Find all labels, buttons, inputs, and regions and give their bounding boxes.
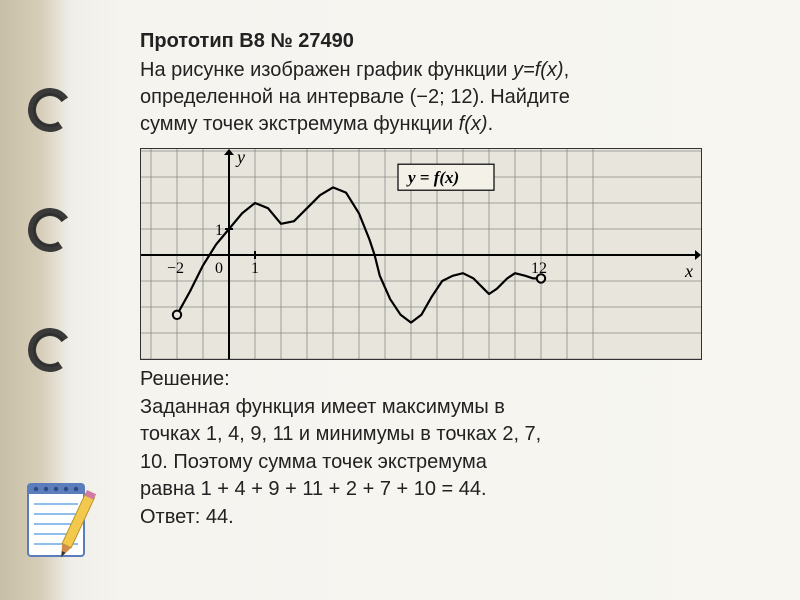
svg-text:−2: −2 bbox=[167, 260, 184, 277]
svg-text:y: y bbox=[235, 149, 245, 167]
p-line1a: На рисунке изображен график функции bbox=[140, 59, 513, 81]
problem-text: На рисунке изображен график функции y=f(… bbox=[140, 57, 760, 138]
binder-ring bbox=[25, 325, 76, 376]
title-number: 27490 bbox=[298, 30, 354, 52]
graph-container: yx01112−2y = f(x) bbox=[140, 148, 702, 360]
notepad-illustration bbox=[18, 472, 98, 572]
sol-heading: Решение: bbox=[140, 368, 230, 390]
content-block: Прототип B8 № 27490 На рисунке изображен… bbox=[140, 28, 760, 532]
svg-text:1: 1 bbox=[251, 260, 259, 277]
p-line2: определенной на интервале (−2; 12). Найд… bbox=[140, 86, 570, 108]
binder-ring bbox=[25, 205, 76, 256]
svg-text:y = f(x): y = f(x) bbox=[406, 168, 459, 187]
p-line1b: y=f(x) bbox=[513, 59, 564, 81]
p-line3c: . bbox=[488, 113, 494, 135]
p-line1c: , bbox=[564, 59, 570, 81]
sol-answer: Ответ: 44. bbox=[140, 506, 234, 528]
problem-title: Прототип B8 № 27490 bbox=[140, 28, 760, 55]
sol-line3: 10. Поэтому сумма точек экстремума bbox=[140, 451, 487, 473]
svg-text:x: x bbox=[684, 261, 693, 281]
solution-block: Решение: Заданная функция имеет максимум… bbox=[140, 366, 760, 532]
sol-line2: точках 1, 4, 9, 11 и минимумы в точках 2… bbox=[140, 423, 541, 445]
binder-ring bbox=[25, 85, 76, 136]
p-line3b: f(x) bbox=[459, 113, 488, 135]
sol-line4: равна 1 + 4 + 9 + 11 + 2 + 7 + 10 = 44. bbox=[140, 478, 487, 500]
svg-text:0: 0 bbox=[215, 260, 223, 277]
graph-svg: yx01112−2y = f(x) bbox=[141, 149, 701, 359]
sol-line1: Заданная функция имеет максимумы в bbox=[140, 396, 505, 418]
title-prefix: Прототип B8 № bbox=[140, 30, 298, 52]
p-line3a: сумму точек экстремума функции bbox=[140, 113, 459, 135]
page: Прототип B8 № 27490 На рисунке изображен… bbox=[0, 0, 800, 600]
